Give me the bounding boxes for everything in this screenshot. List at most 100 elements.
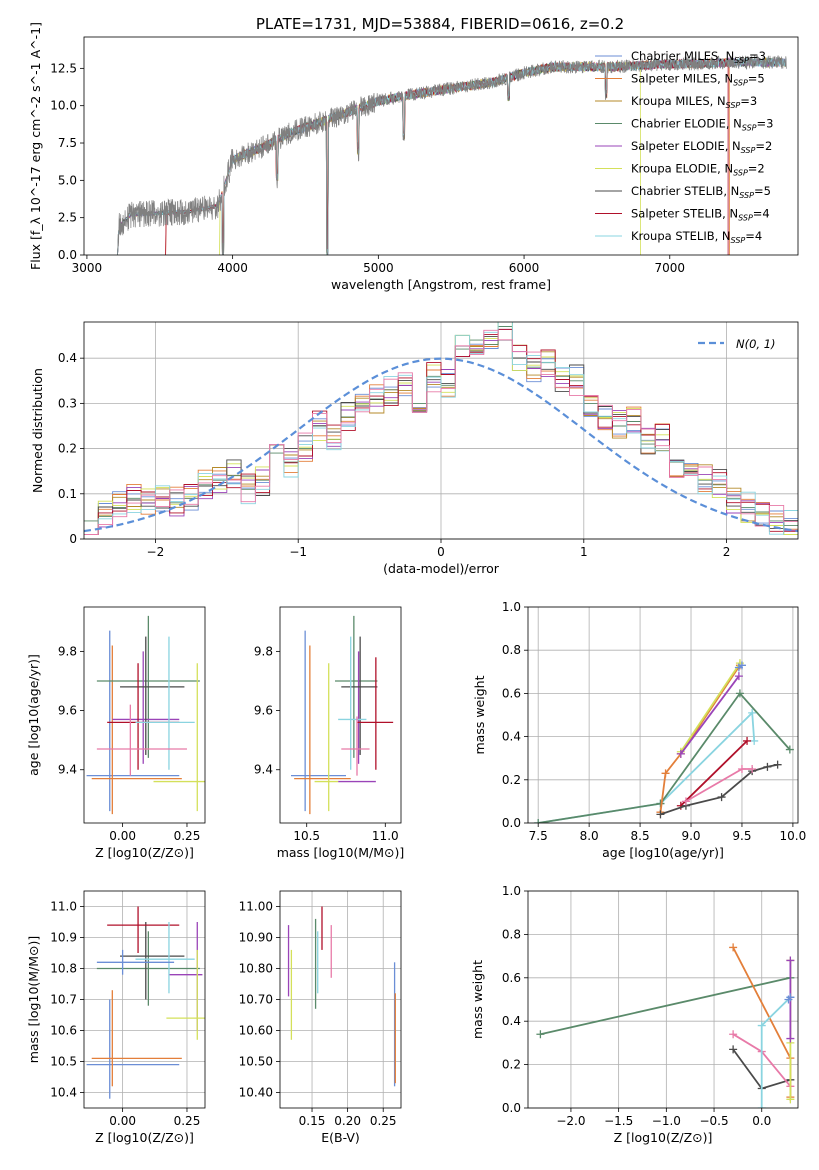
x-tick-label: 8.5 <box>631 829 650 843</box>
legend-entry: Salpeter STELIB, NSSP=4 <box>631 207 770 223</box>
errorbar-point-chabrier_miles <box>291 630 346 812</box>
axes-frame <box>279 606 402 824</box>
weight-marker <box>737 661 746 670</box>
y-tick-label: 0.8 <box>502 643 521 657</box>
plot-area-mass_vs_age <box>291 615 394 815</box>
x-tick-label: 0 <box>437 545 445 559</box>
y-axis-label: mass [log10(M/M⊙)] <box>26 936 41 1064</box>
axes-frame <box>527 890 799 1109</box>
y-tick-label: 0.2 <box>502 773 521 787</box>
weight-marker <box>757 1104 766 1108</box>
x-tick-label: −1.0 <box>652 1114 681 1128</box>
y-tick-label: 10.8 <box>50 962 77 976</box>
weight-marker <box>757 1021 766 1030</box>
errorbar-point-pink <box>341 716 370 776</box>
weight-marker <box>656 810 665 819</box>
spectrum-legend: Chabrier MILES, NSSP=3 Salpeter MILES, NS… <box>595 49 773 245</box>
y-tick-label: 7.5 <box>58 136 77 150</box>
x-tick-label: 11.0 <box>372 829 399 843</box>
errorbar-point-chabrier_stelib <box>341 636 378 755</box>
weight-line <box>680 675 740 755</box>
x-tick-label: 1 <box>580 545 588 559</box>
weight-series-salpeter_elodie <box>676 672 743 758</box>
y-tick-label: 12.5 <box>50 61 77 75</box>
x-tick-label: 9.0 <box>681 829 700 843</box>
y-tick-label: 9.6 <box>58 704 77 718</box>
weight-marker <box>748 765 757 773</box>
y-tick-label: 2.5 <box>58 211 77 225</box>
weight-marker <box>734 672 743 681</box>
legend-entry: Kroupa MILES, NSSP=3 <box>631 94 757 110</box>
weight-marker <box>729 1030 738 1039</box>
weight-line <box>760 996 792 1108</box>
panel-spectrum: 3000 4000 5000 6000 7000 0.0 2.5 5.0 7.5 10.0 12.5… <box>28 22 799 292</box>
x-tick-label: 0.25 <box>370 1114 397 1128</box>
x-tick-label: 6000 <box>509 261 540 275</box>
weight-marker <box>661 769 670 778</box>
y-tick-label: 9.8 <box>254 644 273 658</box>
histogram-pink <box>84 329 798 535</box>
y-tick-label: 10.50 <box>239 1055 273 1069</box>
legend-entry: Chabrier STELIB, NSSP=5 <box>631 184 771 200</box>
errorbar-point-chabrier_stelib <box>120 922 185 1000</box>
weight-line <box>680 740 748 807</box>
y-tick-label: 10.0 <box>50 99 77 113</box>
y-tick-label: 10.5 <box>50 1055 77 1069</box>
weight-marker <box>729 1045 738 1054</box>
errorbar-point-chabrier_stelib <box>120 636 185 755</box>
y-tick-label: 0.0 <box>502 1101 521 1115</box>
plot-area-age_vs_massweight <box>534 659 794 823</box>
weight-marker <box>773 760 782 769</box>
weight-marker <box>735 689 744 698</box>
weight-marker <box>786 956 795 965</box>
weight-series-chabrier_stelib <box>656 760 782 819</box>
x-tick-label: −2 <box>147 545 165 559</box>
plot-area-z_vs_age <box>86 615 205 815</box>
x-tick-label: 0.00 <box>109 829 136 843</box>
x-tick-label: 0.20 <box>334 1114 361 1128</box>
weight-marker <box>676 749 685 758</box>
y-tick-label: 10.60 <box>239 1024 273 1038</box>
y-tick-label: 5.0 <box>58 173 77 187</box>
legend-entry: Chabrier ELODIE, NSSP=3 <box>631 117 773 133</box>
errorbar-point-chabrier_miles <box>86 999 180 1099</box>
y-tick-label: 1.0 <box>502 884 521 898</box>
plot-area-z_vs_massweight <box>536 943 795 1108</box>
errorbar-point-salpeter_miles <box>294 645 351 815</box>
y-tick-label: 0.6 <box>502 971 521 985</box>
panel-z_vs_mass: 0.00 0.25 10.4 10.5 10.6 10.7 10.8 10.9 11.0 Z [l… <box>26 890 206 1145</box>
weight-series-chabrier_miles <box>734 661 746 672</box>
weight-marker <box>785 745 794 754</box>
plot-area-z_vs_mass <box>86 906 205 1099</box>
axes-frame <box>83 606 206 824</box>
legend-entry: Salpeter ELODIE, NSSP=2 <box>631 139 772 155</box>
y-tick-label: 0.4 <box>502 730 521 744</box>
weight-line <box>660 763 778 816</box>
panel-z_vs_massweight: −2.0 −1.5 −1.0 −0.5 0.0 0.0 0.2 0.4 0.6 0.8 1.0 Z [… <box>470 884 799 1145</box>
y-tick-label: 11.00 <box>239 900 273 914</box>
weight-series-salpeter_stelib <box>676 736 752 810</box>
panel-z_vs_age: 0.00 0.25 9.4 9.6 9.8 Z [log10(Z/Z⊙)] age [log… <box>26 606 206 860</box>
errorbar-point-chabrier_miles <box>96 949 175 975</box>
y-tick-label: 10.4 <box>50 1086 77 1100</box>
legend-entry: N(0, 1) <box>736 337 776 351</box>
y-tick-label: 0.8 <box>502 927 521 941</box>
weight-line <box>538 691 791 823</box>
y-tick-label: 9.8 <box>58 644 77 658</box>
chart-panels: 3000 4000 5000 6000 70000.02.55.07.510.012.5… <box>26 22 806 1145</box>
weight-marker <box>763 762 772 771</box>
panel-ebv_vs_mass: 0.15 0.20 0.25 10.40 10.50 10.60 10.70 10.80 10.… <box>239 890 402 1145</box>
errorbar-point-salpeter_elodie <box>338 651 376 783</box>
weight-line <box>680 662 741 753</box>
errorbar-point-salpeter_miles <box>91 645 182 815</box>
y-tick-label: 10.9 <box>50 931 77 945</box>
y-axis-label: Normed distribution <box>30 368 45 493</box>
legend-entry: Kroupa ELODIE, NSSP=2 <box>631 162 765 178</box>
y-tick-label: 0.3 <box>58 396 77 410</box>
x-tick-label: 10.0 <box>780 829 807 843</box>
weight-marker <box>729 943 738 952</box>
panel-mass_vs_age: 10.5 11.0 9.4 9.6 9.8 mass [log10(M/M⊙)] <box>254 606 404 860</box>
y-tick-label: 10.7 <box>50 993 77 1007</box>
y-axis-label: age [log10(age/yr)] <box>26 654 41 776</box>
